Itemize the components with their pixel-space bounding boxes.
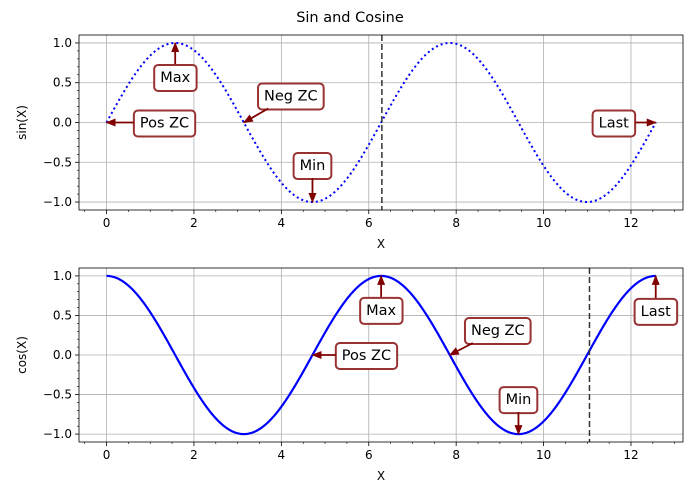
annotation-pos-zc: Pos ZC	[311, 342, 399, 370]
y-tick-label: 1.0	[53, 269, 72, 283]
annotation-box	[153, 63, 198, 92]
x-axis-label: X	[377, 469, 385, 483]
annotation-neg-zc: Neg ZC	[242, 82, 325, 124]
x-tick-label: 12	[623, 448, 638, 462]
annotation-pos-zc: Pos ZC	[105, 109, 197, 138]
annotation-arrow	[242, 107, 269, 124]
annotation-box	[257, 82, 325, 111]
annotation-neg-zc: Neg ZC	[448, 317, 532, 356]
y-tick-label: −0.5	[43, 388, 72, 402]
x-tick-label: 6	[365, 216, 373, 230]
y-axis-label: cos(X)	[15, 336, 29, 374]
annotation-box	[132, 109, 197, 138]
annotation-label: Last	[641, 304, 672, 320]
annotation-last: Last	[591, 109, 657, 138]
annotation-max: Max	[359, 274, 404, 325]
y-tick-label: −1.0	[43, 427, 72, 441]
annotation-label: Neg ZC	[471, 323, 525, 339]
annotation-box	[359, 296, 404, 325]
y-tick-label: 0.0	[53, 348, 72, 362]
annotation-box	[463, 317, 532, 345]
x-tick-label: 8	[452, 216, 460, 230]
annotation-label: Pos ZC	[342, 348, 391, 364]
sin-series-line	[105, 41, 657, 204]
x-tick-label: 0	[103, 216, 111, 230]
chart-title: Sin and Cosine	[296, 10, 404, 26]
annotation-label: Last	[599, 116, 630, 132]
annotation-label: Max	[366, 303, 396, 319]
x-tick-label: 2	[190, 216, 198, 230]
annotation-label: Max	[160, 70, 190, 86]
x-axis-label: X	[377, 237, 385, 251]
x-tick-label: 0	[103, 448, 111, 462]
annotation-arrow	[448, 342, 474, 356]
annotation-max: Max	[153, 41, 198, 92]
x-tick-label: 10	[536, 448, 551, 462]
annotation-label: Min	[300, 158, 326, 174]
annotation-box	[591, 109, 637, 138]
y-tick-label: −1.0	[43, 195, 72, 209]
x-tick-label: 4	[278, 216, 286, 230]
annotation-min: Min	[498, 386, 539, 436]
annotation-label: Pos ZC	[140, 116, 189, 132]
annotation-last: Last	[633, 274, 679, 326]
x-tick-label: 6	[365, 448, 373, 462]
x-tick-label: 10	[536, 216, 551, 230]
x-tick-label: 2	[190, 448, 198, 462]
y-tick-label: −0.5	[43, 155, 72, 169]
x-tick-label: 4	[278, 448, 286, 462]
annotation-box	[633, 297, 679, 326]
annotation-box	[334, 342, 399, 370]
x-tick-label: 8	[452, 448, 460, 462]
annotation-label: Neg ZC	[264, 89, 318, 105]
y-tick-label: 0.5	[53, 76, 72, 90]
annotation-min: Min	[292, 152, 333, 204]
y-tick-label: 0.0	[53, 116, 72, 130]
y-tick-label: 0.5	[53, 308, 72, 322]
annotation-label: Min	[506, 392, 532, 408]
y-tick-label: 1.0	[53, 36, 72, 50]
y-axis-label: sin(X)	[15, 105, 29, 140]
x-tick-label: 12	[623, 216, 638, 230]
